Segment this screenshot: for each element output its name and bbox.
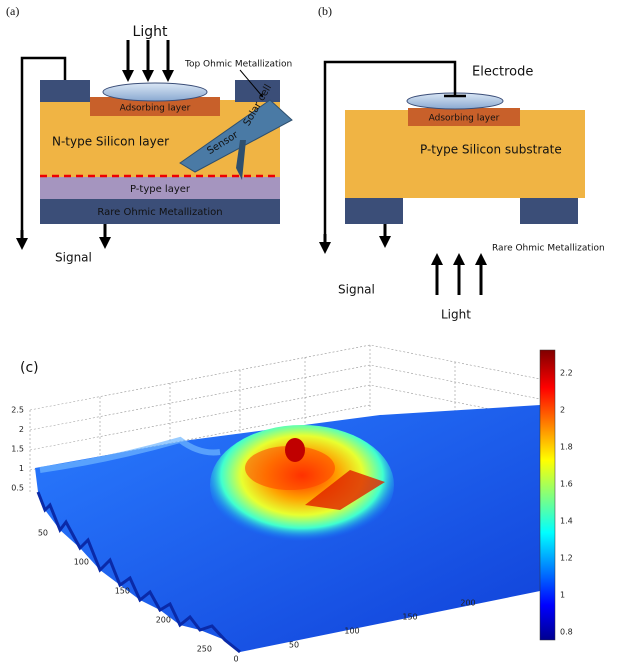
n-layer-label: N-type Silicon layer — [52, 135, 169, 149]
p-layer-label: P-type layer — [130, 184, 191, 195]
bottom-pad — [345, 198, 403, 224]
light-label: Light — [441, 308, 471, 322]
adsorbing-label: Adsorbing layer — [120, 104, 191, 114]
y-tick-label: 50 — [38, 529, 48, 538]
bottom-pad — [520, 198, 578, 224]
colorbar-tick-label: 2 — [560, 406, 565, 415]
colorbar-tick-label: 1.8 — [560, 443, 573, 452]
rare-metal-label: Rare Ohmic Metallization — [492, 244, 605, 254]
colorbar-tick-label: 0.8 — [560, 628, 573, 637]
panel-label: (a) — [6, 4, 19, 18]
y-tick-label: 200 — [156, 616, 171, 625]
top-pad — [40, 80, 90, 102]
panel-c: (c) 0.5 1 1.5 2 2.5 0 50 100 150 200 50 100 150 200 25… — [11, 345, 572, 664]
top-metal-label: Top Ohmic Metallization — [184, 60, 292, 70]
x-tick-label: 50 — [289, 641, 299, 650]
electrode-label: Electrode — [472, 65, 533, 80]
signal-label: Signal — [338, 283, 375, 297]
x-tick-label: 0 — [233, 655, 238, 664]
adsorbing-label: Adsorbing layer — [429, 114, 500, 124]
rare-metal-label: Rare Ohmic Metallization — [97, 207, 222, 218]
box-edge — [30, 345, 545, 410]
y-tick-label: 250 — [197, 645, 212, 654]
signal-label: Signal — [55, 251, 92, 265]
x-tick-label: 150 — [402, 613, 417, 622]
light-label: Light — [133, 24, 168, 40]
substrate-label: P-type Silicon substrate — [420, 143, 562, 157]
panel-label: (c) — [20, 360, 39, 376]
colorbar-tick-label: 2.2 — [560, 369, 573, 378]
z-tick-label: 1.5 — [11, 445, 24, 454]
colorbar-tick-label: 1.6 — [560, 480, 573, 489]
x-tick-label: 100 — [344, 627, 359, 636]
z-tick-label: 2.5 — [11, 406, 24, 415]
lens — [103, 83, 207, 101]
z-tick-label: 0.5 — [11, 484, 24, 493]
colorbar — [540, 350, 555, 640]
y-tick-label: 150 — [115, 587, 130, 596]
panel-a: (a) Light Adsorbing layer N-type Silicon… — [6, 4, 292, 265]
figure: (a) Light Adsorbing layer N-type Silicon… — [0, 0, 617, 664]
panel-b: (b) Adsorbing layer P-type Silicon subst… — [318, 4, 605, 322]
panel-label: (b) — [318, 4, 332, 18]
y-tick-label: 100 — [74, 558, 89, 567]
z-tick-label: 2 — [19, 425, 24, 434]
colorbar-tick-label: 1 — [560, 591, 565, 600]
x-tick-label: 200 — [460, 599, 475, 608]
colorbar-tick-label: 1.2 — [560, 554, 573, 563]
z-tick-label: 1 — [19, 464, 24, 473]
peak — [285, 438, 305, 462]
colorbar-tick-label: 1.4 — [560, 517, 573, 526]
